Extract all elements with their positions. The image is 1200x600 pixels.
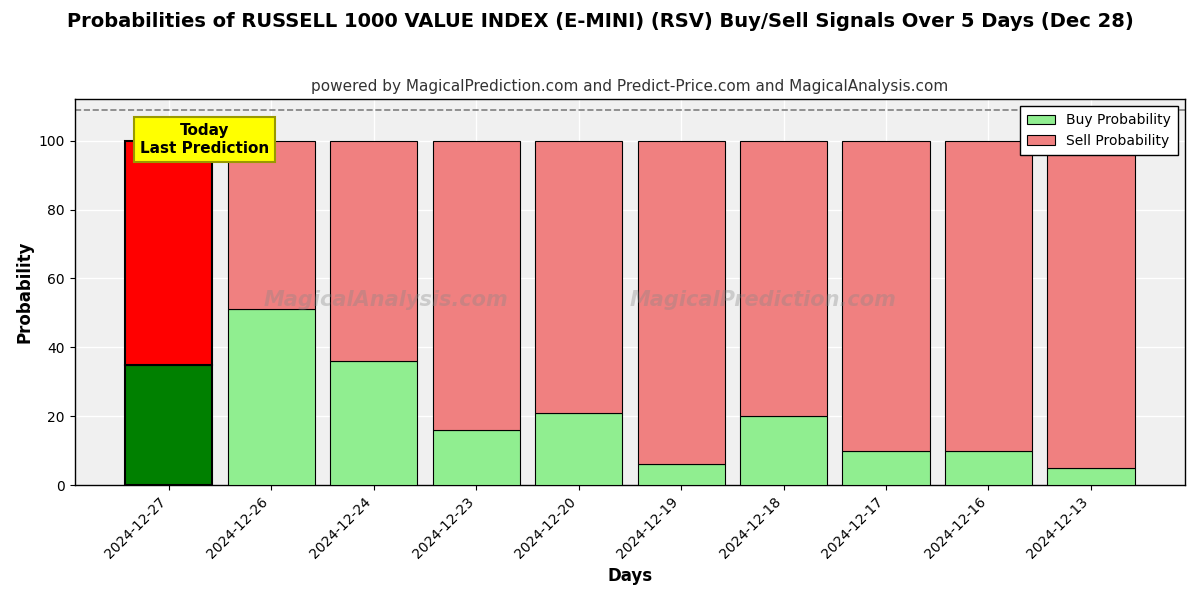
- X-axis label: Days: Days: [607, 567, 653, 585]
- Bar: [1048, 140, 1134, 468]
- Title: powered by MagicalPrediction.com and Predict-Price.com and MagicalAnalysis.com: powered by MagicalPrediction.com and Pre…: [311, 79, 948, 94]
- Text: Today
Last Prediction: Today Last Prediction: [140, 124, 269, 156]
- Bar: [535, 140, 622, 413]
- Bar: [637, 464, 725, 485]
- Bar: [740, 140, 827, 416]
- Bar: [1048, 468, 1134, 485]
- Bar: [944, 451, 1032, 485]
- Bar: [535, 413, 622, 485]
- Legend: Buy Probability, Sell Probability: Buy Probability, Sell Probability: [1020, 106, 1178, 155]
- Text: Probabilities of RUSSELL 1000 VALUE INDEX (E-MINI) (RSV) Buy/Sell Signals Over 5: Probabilities of RUSSELL 1000 VALUE INDE…: [67, 12, 1133, 31]
- Bar: [740, 416, 827, 485]
- Bar: [125, 365, 212, 485]
- Bar: [432, 430, 520, 485]
- Bar: [637, 140, 725, 464]
- Bar: [228, 310, 314, 485]
- Y-axis label: Probability: Probability: [16, 241, 34, 343]
- Text: MagicalPrediction.com: MagicalPrediction.com: [630, 290, 896, 310]
- Bar: [330, 361, 418, 485]
- Bar: [228, 140, 314, 310]
- Bar: [842, 140, 930, 451]
- Bar: [330, 140, 418, 361]
- Bar: [125, 140, 212, 365]
- Bar: [842, 451, 930, 485]
- Text: MagicalAnalysis.com: MagicalAnalysis.com: [263, 290, 508, 310]
- Bar: [944, 140, 1032, 451]
- Bar: [432, 140, 520, 430]
